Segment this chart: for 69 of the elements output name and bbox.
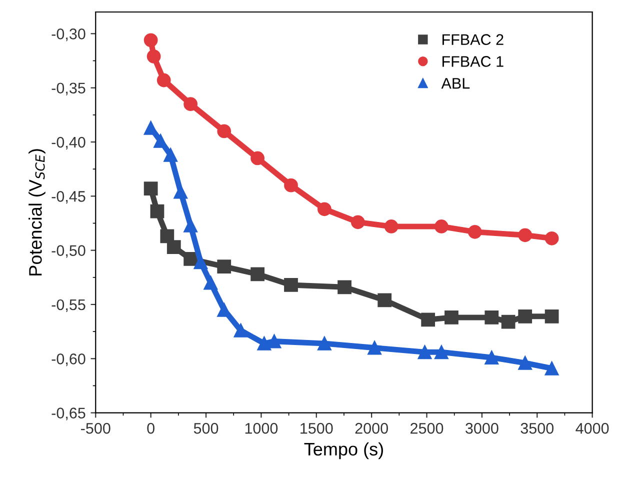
x-tick-label: -500 bbox=[81, 422, 110, 434]
y-tick-label: -0,40 bbox=[52, 136, 86, 150]
point bbox=[378, 293, 392, 308]
point bbox=[166, 240, 181, 254]
point bbox=[267, 334, 282, 348]
x-tick-label: 1500 bbox=[300, 422, 333, 434]
point bbox=[544, 309, 559, 324]
point bbox=[317, 202, 332, 216]
point bbox=[184, 218, 198, 232]
point bbox=[501, 314, 516, 329]
y-tick-label: -0,55 bbox=[52, 299, 86, 312]
point bbox=[444, 310, 458, 324]
point bbox=[204, 276, 218, 290]
point bbox=[184, 252, 198, 266]
point bbox=[384, 220, 398, 234]
point bbox=[174, 184, 188, 199]
point bbox=[217, 124, 232, 138]
point bbox=[434, 345, 448, 360]
y-tick-label: -0,60 bbox=[52, 354, 86, 366]
point bbox=[144, 33, 158, 48]
point bbox=[518, 356, 532, 370]
y-tick-label: -0,45 bbox=[52, 191, 86, 204]
point bbox=[257, 336, 272, 350]
x-tick-label: 2000 bbox=[355, 422, 388, 434]
x-axis-title: Tempo (s) bbox=[304, 442, 383, 460]
y-tick-label: -0,50 bbox=[52, 245, 86, 258]
legend-label: ABL bbox=[441, 78, 470, 89]
point bbox=[468, 224, 482, 239]
point bbox=[146, 49, 161, 64]
point bbox=[434, 220, 448, 234]
x-tick-label: 1000 bbox=[245, 422, 278, 434]
x-tick-label: 3500 bbox=[520, 422, 554, 434]
legend-label: FFBAC 2 bbox=[442, 34, 504, 45]
point bbox=[284, 278, 298, 292]
y-tick-label: -0,30 bbox=[52, 28, 86, 42]
y-axis-title: Potencial (V$_{SCE}$) bbox=[28, 149, 46, 276]
point bbox=[217, 260, 232, 274]
point bbox=[544, 361, 559, 376]
x-tick-label: 4000 bbox=[576, 422, 609, 434]
point bbox=[164, 148, 178, 162]
y-tick-label: -0,65 bbox=[52, 408, 86, 420]
point bbox=[518, 309, 532, 324]
point bbox=[317, 336, 332, 350]
point bbox=[154, 134, 168, 148]
point bbox=[250, 267, 264, 282]
point bbox=[234, 324, 248, 338]
x-tick-label: 2500 bbox=[410, 422, 444, 434]
point bbox=[194, 255, 208, 270]
x-tick-label: 500 bbox=[194, 422, 218, 434]
point bbox=[350, 215, 365, 230]
point bbox=[144, 120, 158, 135]
point bbox=[368, 340, 382, 355]
point bbox=[250, 151, 264, 166]
point bbox=[418, 345, 432, 360]
point bbox=[484, 350, 499, 364]
point bbox=[484, 310, 499, 324]
legend-label: FFBAC 1 bbox=[442, 56, 504, 67]
y-tick-label: -0,35 bbox=[52, 82, 86, 96]
point bbox=[184, 97, 198, 112]
point bbox=[518, 228, 532, 242]
x-tick-label: 0 bbox=[147, 422, 154, 434]
point bbox=[150, 204, 164, 218]
x-tick-label: 3000 bbox=[466, 422, 498, 434]
point bbox=[338, 280, 352, 294]
point bbox=[284, 178, 298, 192]
point bbox=[544, 231, 559, 246]
point bbox=[144, 182, 158, 196]
point bbox=[421, 312, 436, 327]
point bbox=[156, 73, 171, 88]
